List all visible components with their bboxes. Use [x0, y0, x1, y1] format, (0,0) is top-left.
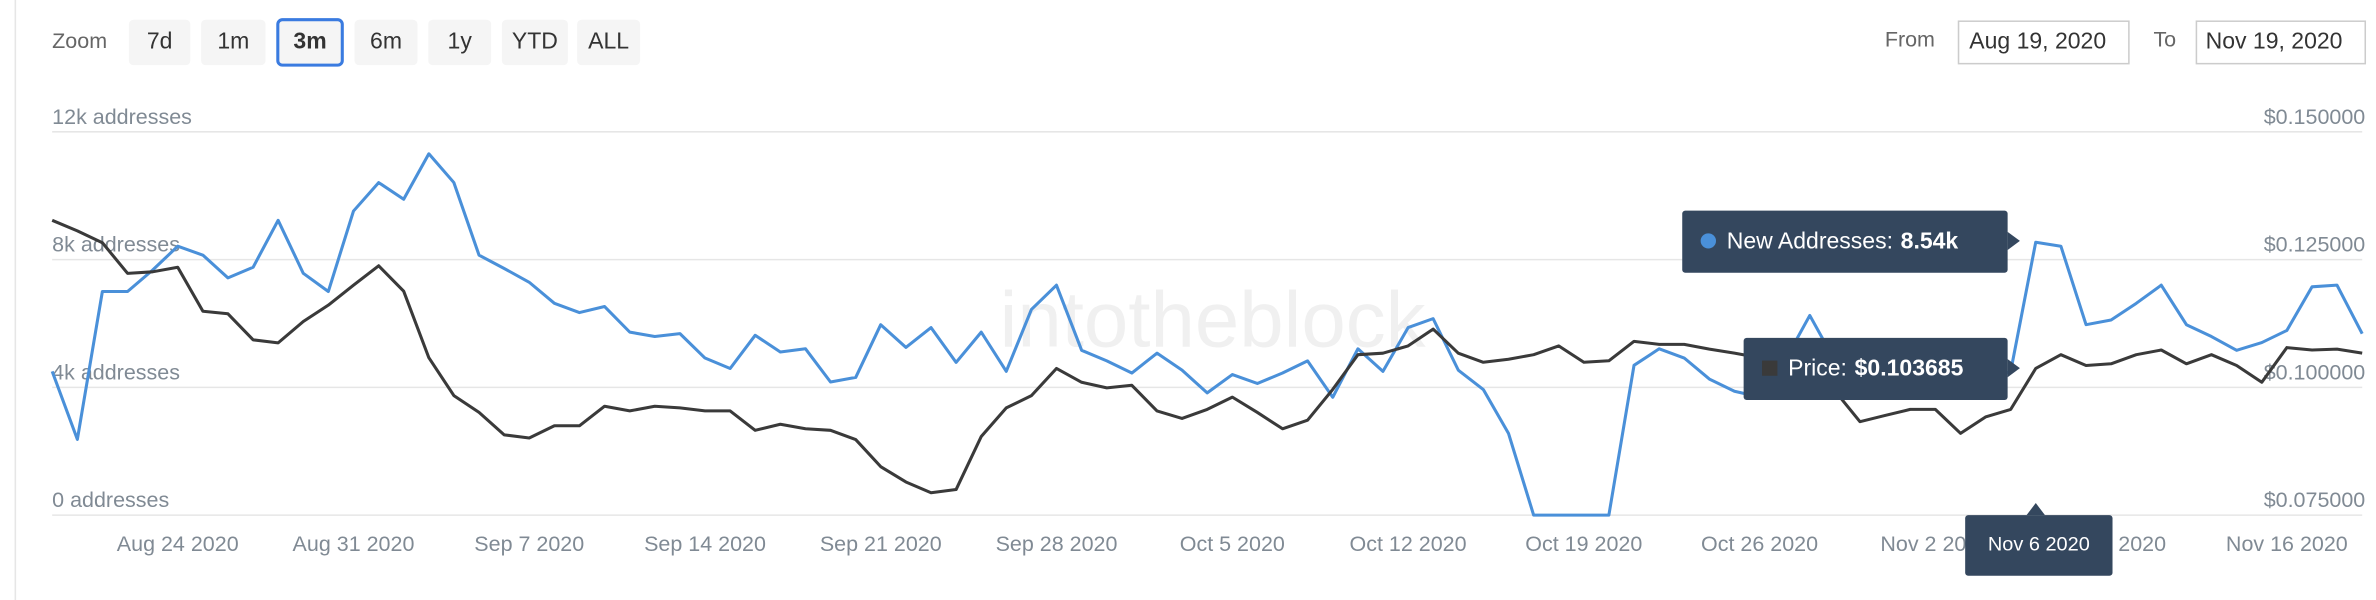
from-input[interactable] [1957, 20, 2130, 65]
x-tick-label: Oct 19 2020 [1525, 532, 1642, 556]
zoom-button-label[interactable]: 1y [448, 28, 473, 54]
zoom-button[interactable] [501, 19, 568, 66]
tooltip-box [1743, 337, 2008, 400]
date-tooltip-text: Nov 6 2020 [1988, 534, 2090, 556]
to-input[interactable] [2195, 20, 2367, 65]
zoom-button[interactable] [428, 19, 492, 66]
x-tick-label: Nov 2 2020 [1880, 532, 1990, 556]
date-tooltip [1965, 515, 2113, 576]
tooltip-value: 8.54k [1901, 228, 1959, 254]
y2-tick-label: $0.150000 [2264, 105, 2366, 129]
watermark: intotheblock [1000, 275, 1426, 363]
zoom-button[interactable] [354, 19, 418, 66]
tooltip-marker [1700, 233, 1716, 249]
zoom-button-label[interactable]: YTD [512, 28, 558, 54]
x-tick-label: Sep 14 2020 [644, 532, 766, 556]
y2-tick-label: $0.125000 [2264, 233, 2366, 257]
tooltip-text: New Addresses: 8.54k [1727, 228, 1959, 254]
zoom-button-label[interactable]: ALL [588, 28, 629, 54]
zoom-button[interactable] [128, 19, 191, 66]
y-tick-label: 8k addresses [52, 233, 180, 257]
zoom-button[interactable] [577, 19, 641, 66]
x-tick-label: Sep 7 2020 [474, 532, 584, 556]
from-value[interactable]: Aug 19, 2020 [1969, 28, 2106, 54]
tooltip-series: Price: [1788, 355, 1847, 381]
zoom-button-label[interactable]: 3m [293, 28, 326, 54]
y2-tick-label: $0.075000 [2264, 488, 2366, 512]
x-tick-label: Sep 28 2020 [996, 532, 1118, 556]
x-tick-label: Aug 31 2020 [293, 532, 415, 556]
tooltip-marker [1762, 360, 1778, 376]
zoom-button[interactable] [276, 18, 344, 67]
y-tick-label: 0 addresses [52, 488, 169, 512]
zoom-button-label[interactable]: 7d [147, 28, 173, 54]
x-tick-label: Nov 16 2020 [2226, 532, 2348, 556]
to-value[interactable]: Nov 19, 2020 [2206, 28, 2343, 54]
y-tick-label: 4k addresses [52, 360, 180, 384]
x-tick-label: Oct 5 2020 [1180, 532, 1285, 556]
tooltip-text: Price: $0.103685 [1788, 355, 1964, 381]
tooltip-pointer [2007, 231, 2020, 250]
zoom-label: Zoom [52, 29, 107, 53]
to-label: To [2153, 28, 2176, 52]
from-label: From [1885, 28, 1935, 52]
tooltip-pointer [2007, 359, 2020, 378]
x-tick-label: Oct 26 2020 [1701, 532, 1818, 556]
x-tick-label: Oct 12 2020 [1350, 532, 1467, 556]
tooltip-box [1682, 210, 2008, 273]
date-tooltip-pointer [2026, 503, 2045, 516]
zoom-button[interactable] [201, 19, 266, 66]
zoom-button-label[interactable]: 6m [370, 28, 402, 54]
y-tick-label: 12k addresses [52, 105, 192, 129]
y2-tick-label: $0.100000 [2264, 360, 2366, 384]
x-tick-label: Sep 21 2020 [820, 532, 942, 556]
x-tick-label: Aug 24 2020 [117, 532, 239, 556]
tooltip-series: New Addresses: [1727, 228, 1893, 254]
tooltip-value: $0.103685 [1855, 355, 1964, 381]
zoom-button-label[interactable]: 1m [217, 28, 249, 54]
series-line [51, 218, 2363, 495]
